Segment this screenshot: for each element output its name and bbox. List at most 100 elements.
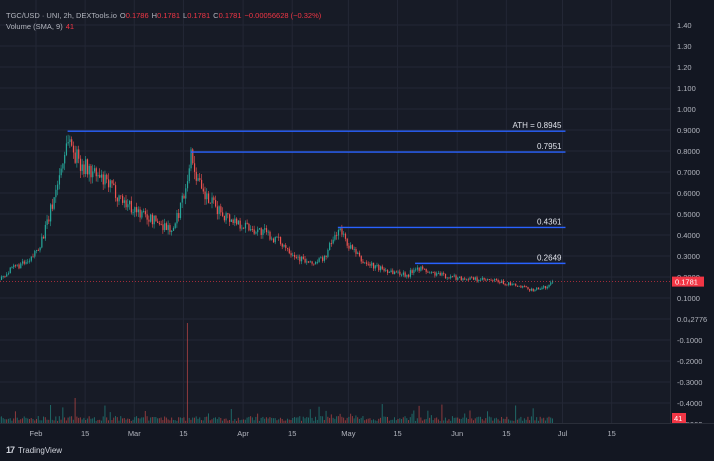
volume-bar <box>423 419 425 423</box>
volume-bar <box>322 416 324 423</box>
volume-bar <box>509 420 511 423</box>
candle-body <box>436 273 438 276</box>
volume-bar <box>132 419 134 423</box>
candle-body <box>311 261 313 264</box>
volume-bar <box>125 419 127 423</box>
price-axis[interactable]: 1.40 1.30 1.20 1.100 1.000 0.9000 0.8000 0.7000… <box>670 0 714 429</box>
volume-bar <box>222 420 224 423</box>
candle-body <box>320 257 322 259</box>
volume-bar <box>420 417 422 423</box>
candle-body <box>58 175 61 185</box>
volume-bar <box>153 417 155 423</box>
volume-bar <box>50 405 52 423</box>
candle-body <box>313 263 315 265</box>
volume-bar <box>518 418 520 423</box>
candle-body <box>44 224 46 239</box>
volume-bar <box>253 420 255 423</box>
legend-volume-label[interactable]: Volume (SMA, 9) <box>6 22 63 31</box>
price-tick-label: 0.5000 <box>677 210 700 219</box>
candle-body <box>171 230 173 233</box>
candle-body <box>390 270 392 273</box>
volume-bar <box>286 418 288 423</box>
volume-bar <box>137 418 139 423</box>
candle-body <box>530 288 533 291</box>
volume-bar <box>257 413 259 423</box>
volume-bar <box>383 416 385 423</box>
candle-body <box>6 274 8 277</box>
plot-area[interactable]: ATH = 0.8945 0.7951 0.4361 0.2649 TGC/USD ·… <box>0 0 670 425</box>
candle-body <box>392 270 394 275</box>
candle-body <box>23 261 25 264</box>
candle-body <box>13 265 15 268</box>
time-tick-label: 15 <box>393 429 401 438</box>
candle-body <box>509 282 512 286</box>
volume-bar <box>409 417 411 423</box>
volume-bar <box>150 417 152 423</box>
volume-bar <box>441 404 443 423</box>
candle-body <box>364 262 366 264</box>
volume-bar <box>416 418 418 423</box>
candle-body <box>186 181 189 189</box>
candle-body <box>41 236 43 248</box>
volume-bar <box>534 420 536 423</box>
legend-symbol[interactable]: TGC/USD · UNI, 2h, DEXTools.io <box>6 11 117 20</box>
volume-bar <box>95 420 97 423</box>
volume-bar <box>464 413 466 423</box>
volume-bar <box>30 418 32 423</box>
tradingview-branding[interactable]: 17 TradingView <box>6 445 62 455</box>
price-tick-label: -0.3000 <box>677 378 702 387</box>
volume-bar <box>178 417 180 423</box>
candle-body <box>83 164 85 175</box>
candle-body <box>188 168 190 182</box>
candle-body <box>174 223 176 229</box>
volume-bar <box>43 416 45 423</box>
candle-body <box>539 289 541 290</box>
volume-bar <box>399 418 401 423</box>
candle-body <box>53 197 55 209</box>
candle-body <box>332 239 334 244</box>
price-chart[interactable]: ATH = 0.8945 0.7951 0.4361 0.2649 <box>0 0 670 425</box>
volume-bar <box>93 417 95 423</box>
volume-bar <box>457 417 459 423</box>
time-axis[interactable]: Feb 15 Mar 15 Apr 15 May 15 Jun 15 Jul 15 <box>0 423 714 441</box>
candle-body <box>113 183 115 186</box>
volume-bar <box>65 420 67 423</box>
candle-body <box>178 213 180 218</box>
price-tick-label: 0.3000 <box>677 252 700 261</box>
candle-body <box>523 286 526 287</box>
volume-bar <box>404 416 406 423</box>
candle-body <box>451 276 454 278</box>
candle-body <box>92 171 94 178</box>
volume-bar <box>255 416 257 423</box>
candle-body <box>337 230 340 236</box>
candle-body <box>179 202 182 218</box>
volume-bar <box>485 418 487 423</box>
candle-body <box>97 175 99 177</box>
candle-body <box>39 247 41 251</box>
volume-bar <box>353 418 355 423</box>
volume-bar <box>200 420 202 423</box>
candle-body <box>343 233 345 235</box>
candle-body <box>506 284 508 286</box>
legend-h-label: H <box>151 11 158 20</box>
volume-bar <box>444 417 446 423</box>
candle-body <box>181 195 183 203</box>
legend-l-value: 0.1781 <box>187 11 211 20</box>
candle-body <box>64 154 66 164</box>
candle-body <box>458 276 461 278</box>
candle-body <box>218 206 220 215</box>
volume-bar <box>13 418 15 423</box>
volume-bar <box>250 416 252 423</box>
volume-bar <box>207 413 209 423</box>
volume-bar <box>181 418 183 423</box>
volume-bar <box>434 418 436 423</box>
candle-body <box>467 279 469 281</box>
candle-body <box>532 288 534 291</box>
candle-body <box>120 195 122 197</box>
volume-bar <box>143 417 145 423</box>
candle-body <box>483 277 485 280</box>
volume-bar <box>237 417 239 423</box>
candle-body <box>360 255 362 262</box>
candle-body <box>508 282 510 286</box>
volume-bar <box>451 416 453 423</box>
